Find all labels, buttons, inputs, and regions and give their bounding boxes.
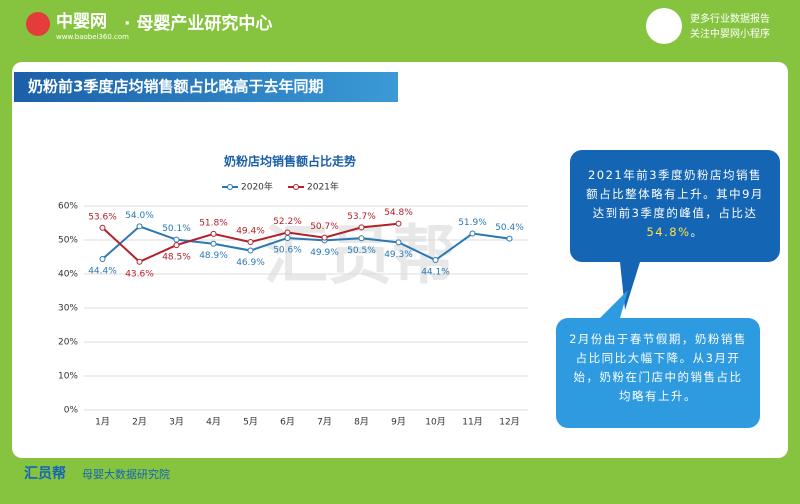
point <box>247 247 254 254</box>
x-tick-label: 11月 <box>462 417 482 428</box>
value-label: 53.6% <box>88 212 117 222</box>
qr-code <box>646 8 682 44</box>
y-tick-label: 10% <box>58 372 78 382</box>
point <box>469 230 476 237</box>
note-text: 。 <box>690 225 704 239</box>
series-line <box>101 225 510 262</box>
y-tick-label: 40% <box>58 270 78 280</box>
note-text: 2月份由于春节假期，奶粉销售占比同比大幅下降。从3月开始，奶粉在门店中的销售占比… <box>569 332 747 403</box>
legend-marker <box>293 184 299 190</box>
value-label: 51.9% <box>458 218 487 228</box>
point <box>506 235 513 242</box>
y-tick-label: 0% <box>64 406 79 416</box>
x-tick-label: 12月 <box>499 417 519 428</box>
note-text: 2021年前3季度奶粉店均销售额占比整体略有上升。其中9月达到前3季度的峰值，占… <box>586 168 764 220</box>
value-label: 54.0% <box>125 211 154 221</box>
note-box <box>570 150 780 262</box>
value-label: 50.6% <box>273 245 302 255</box>
value-label: 54.8% <box>384 208 413 218</box>
y-tick-label: 50% <box>58 236 78 246</box>
point <box>136 223 143 230</box>
value-label: 44.4% <box>88 267 117 277</box>
value-label: 44.1% <box>421 268 450 278</box>
point <box>358 235 365 242</box>
url: www.baobei360.com <box>56 33 129 41</box>
value-label: 51.8% <box>199 218 228 228</box>
promo: 关注中婴网小程序 <box>690 27 770 40</box>
value-label: 49.4% <box>236 227 265 237</box>
watermark: 汇员帮 <box>264 220 456 294</box>
footer-bg <box>0 458 800 504</box>
point <box>210 240 217 247</box>
brand: 中婴网 <box>56 11 107 32</box>
banner: 奶粉前3季度店均销售额占比略高于去年同期 <box>28 78 323 96</box>
point <box>358 224 365 231</box>
value-label: 52.2% <box>273 217 302 227</box>
x-tick-label: 2月 <box>132 417 147 428</box>
x-tick-label: 7月 <box>317 417 332 428</box>
point <box>210 230 217 237</box>
value-label: 48.5% <box>162 253 191 263</box>
x-tick-label: 5月 <box>243 417 258 428</box>
value-label: 46.9% <box>236 258 265 268</box>
x-tick-label: 3月 <box>169 417 184 428</box>
center-title: · 母婴产业研究中心 <box>124 13 272 34</box>
value-label: 50.4% <box>495 223 524 233</box>
x-tick-label: 4月 <box>206 417 221 428</box>
chart-title: 奶粉店均销售额占比走势 <box>224 154 356 169</box>
x-tick-label: 8月 <box>354 417 369 428</box>
x-tick-label: 9月 <box>391 417 406 428</box>
y-tick-label: 30% <box>58 304 78 314</box>
legend-label: 2021年 <box>307 181 339 193</box>
note-box <box>556 318 760 428</box>
point <box>173 242 180 249</box>
value-label: 49.9% <box>310 248 339 258</box>
value-label: 49.3% <box>384 250 413 260</box>
point <box>432 257 439 264</box>
y-tick-label: 20% <box>58 338 78 348</box>
value-label: 50.5% <box>347 246 376 256</box>
point <box>395 220 402 227</box>
footer-logo: 汇员帮 <box>24 465 66 482</box>
footer-sub: 母婴大数据研究院 <box>82 467 170 481</box>
point <box>99 256 106 263</box>
value-label: 48.9% <box>199 251 228 261</box>
note: 2月份由于春节假期，奶粉销售占比同比大幅下降。从3月开始，奶粉在门店中的销售占比… <box>568 330 748 406</box>
x-tick-label: 1月 <box>95 417 110 428</box>
logo-icon <box>26 12 50 36</box>
legend-label: 2020年 <box>241 181 273 193</box>
point <box>247 239 254 246</box>
value-label: 43.6% <box>125 269 154 279</box>
point <box>136 258 143 265</box>
note: 2021年前3季度奶粉店均销售额占比整体略有上升。其中9月达到前3季度的峰值，占… <box>582 166 768 242</box>
point <box>99 224 106 231</box>
point <box>395 239 402 246</box>
point <box>321 234 328 241</box>
note-tail <box>600 290 628 318</box>
promo: 更多行业数据报告 <box>690 12 770 25</box>
y-tick-label: 60% <box>58 202 78 212</box>
x-tick-label: 10月 <box>425 417 445 428</box>
point <box>284 234 291 241</box>
x-tick-label: 6月 <box>280 417 295 428</box>
point <box>173 236 180 243</box>
point <box>284 229 291 236</box>
value-label: 50.1% <box>162 224 191 234</box>
value-label: 50.7% <box>310 222 339 232</box>
note-highlight: 54.8% <box>646 225 691 239</box>
value-label: 53.7% <box>347 212 376 222</box>
banner-bg <box>14 72 398 102</box>
legend-marker <box>227 184 233 190</box>
